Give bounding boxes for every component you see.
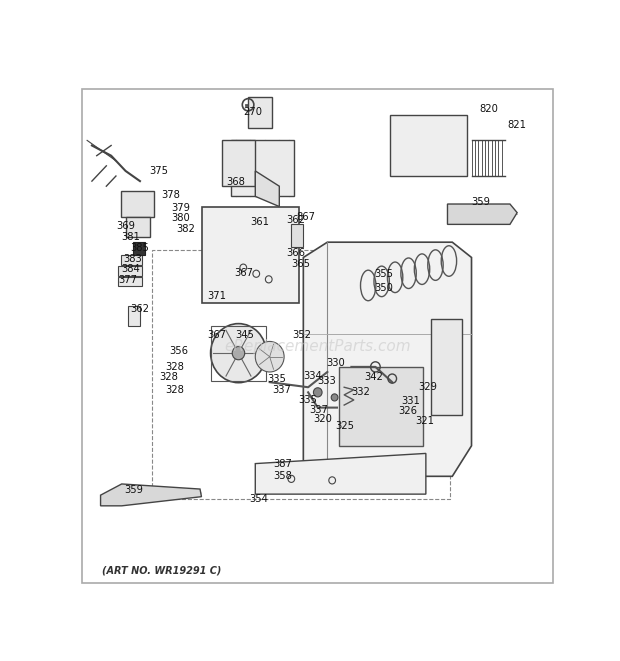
- Text: 335: 335: [267, 373, 286, 383]
- Text: 333: 333: [317, 376, 336, 386]
- Text: 352: 352: [292, 330, 311, 340]
- Text: 345: 345: [235, 330, 254, 340]
- Text: 334: 334: [304, 371, 322, 381]
- Bar: [222, 140, 255, 186]
- Text: 378: 378: [162, 190, 180, 200]
- Text: 326: 326: [399, 406, 418, 416]
- Bar: [125, 217, 149, 237]
- Text: 820: 820: [479, 104, 498, 114]
- Text: 331: 331: [402, 396, 420, 406]
- Text: 350: 350: [374, 283, 394, 293]
- Bar: [152, 250, 450, 499]
- Text: 362: 362: [286, 215, 306, 225]
- Circle shape: [314, 388, 322, 397]
- Circle shape: [331, 394, 338, 401]
- Bar: [128, 306, 140, 326]
- Bar: [248, 97, 272, 128]
- Bar: [390, 115, 467, 176]
- Text: eReplacementParts.com: eReplacementParts.com: [224, 339, 411, 354]
- Circle shape: [211, 324, 267, 383]
- Text: 365: 365: [291, 258, 311, 268]
- Polygon shape: [255, 453, 426, 494]
- Text: 342: 342: [365, 372, 383, 382]
- Polygon shape: [303, 242, 471, 477]
- Text: 320: 320: [313, 414, 332, 424]
- Text: 328: 328: [159, 372, 178, 382]
- Text: 380: 380: [172, 213, 190, 223]
- Text: 337: 337: [272, 385, 291, 395]
- Text: 821: 821: [508, 120, 526, 130]
- Polygon shape: [100, 484, 202, 506]
- Text: 321: 321: [415, 416, 434, 426]
- Text: 867: 867: [296, 212, 315, 221]
- Bar: [118, 266, 143, 276]
- Text: 335: 335: [299, 395, 317, 405]
- Text: 375: 375: [149, 166, 169, 176]
- Text: 367: 367: [207, 330, 226, 340]
- Bar: [121, 191, 154, 217]
- Text: 385: 385: [131, 243, 149, 253]
- Bar: [291, 224, 303, 247]
- Text: 362: 362: [130, 304, 149, 315]
- Bar: [431, 319, 462, 415]
- Text: 355: 355: [374, 269, 394, 279]
- Polygon shape: [255, 171, 279, 207]
- Text: 358: 358: [273, 471, 293, 481]
- Text: 354: 354: [250, 494, 268, 504]
- Text: 381: 381: [121, 232, 140, 242]
- Text: 337: 337: [309, 405, 328, 415]
- Text: 325: 325: [335, 422, 354, 432]
- Text: 270: 270: [244, 107, 262, 118]
- Text: 328: 328: [165, 362, 184, 372]
- Text: 356: 356: [169, 346, 188, 356]
- Bar: [121, 255, 143, 265]
- Text: 366: 366: [286, 249, 306, 258]
- Polygon shape: [448, 204, 517, 224]
- Bar: [118, 278, 143, 286]
- Text: 367: 367: [234, 268, 253, 278]
- Bar: [211, 326, 267, 381]
- Text: 332: 332: [352, 387, 370, 397]
- Text: 368: 368: [227, 177, 246, 187]
- Text: 359: 359: [472, 198, 490, 208]
- Text: 328: 328: [165, 385, 184, 395]
- Circle shape: [232, 346, 245, 360]
- Text: 361: 361: [250, 217, 270, 227]
- Text: 371: 371: [207, 291, 226, 301]
- Text: 330: 330: [326, 358, 345, 368]
- Bar: [339, 367, 423, 446]
- Text: 384: 384: [121, 264, 140, 274]
- Text: 369: 369: [116, 221, 135, 231]
- Text: 383: 383: [123, 254, 142, 264]
- Text: 329: 329: [418, 382, 438, 392]
- Text: (ART NO. WR19291 C): (ART NO. WR19291 C): [102, 566, 221, 576]
- Circle shape: [255, 342, 284, 372]
- Bar: [231, 140, 294, 196]
- Text: 382: 382: [176, 224, 195, 234]
- Polygon shape: [202, 207, 298, 303]
- Text: 377: 377: [118, 275, 138, 285]
- Text: 379: 379: [171, 202, 190, 213]
- Text: 359: 359: [125, 485, 144, 495]
- Text: 387: 387: [273, 459, 293, 469]
- Bar: [133, 242, 145, 255]
